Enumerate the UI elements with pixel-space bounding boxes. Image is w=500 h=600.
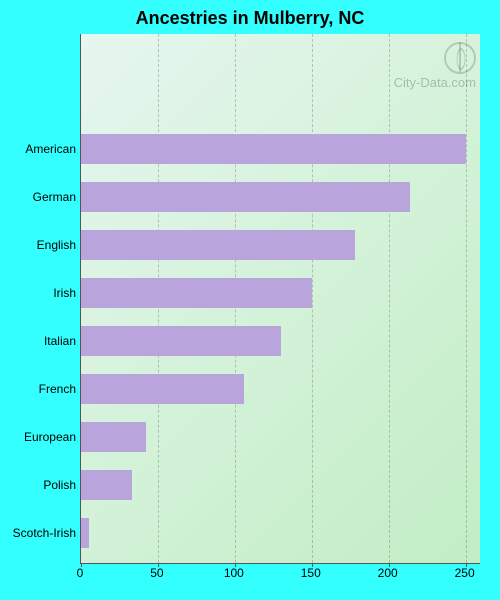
bar	[81, 470, 132, 500]
y-tick-label: English	[37, 238, 76, 252]
x-tick-label: 150	[301, 566, 321, 580]
y-tick-label: Irish	[53, 286, 76, 300]
chart-title: Ancestries in Mulberry, NC	[0, 0, 500, 29]
bar	[81, 326, 281, 356]
x-tick-label: 0	[77, 566, 84, 580]
x-tick-label: 200	[378, 566, 398, 580]
gridline	[389, 34, 390, 563]
y-tick-label: European	[24, 430, 76, 444]
x-tick-label: 50	[150, 566, 163, 580]
chart-canvas: Ancestries in Mulberry, NC American Germa…	[0, 0, 500, 600]
x-tick-label: 250	[455, 566, 475, 580]
y-tick-label: Italian	[44, 334, 76, 348]
bar	[81, 422, 146, 452]
bar	[81, 374, 244, 404]
gridline	[312, 34, 313, 563]
x-tick-label: 100	[224, 566, 244, 580]
y-tick-label: French	[39, 382, 76, 396]
bar	[81, 518, 89, 548]
plot-area	[80, 34, 480, 564]
y-tick-label: Scotch-Irish	[13, 526, 76, 540]
y-axis-labels: American German English Irish Italian French E…	[0, 34, 76, 564]
y-tick-label: Polish	[43, 478, 76, 492]
y-tick-label: American	[25, 142, 76, 156]
x-axis-labels: 0 50 100 150 200 250	[80, 566, 480, 586]
gridline	[466, 34, 467, 563]
y-tick-label: German	[33, 190, 76, 204]
bar	[81, 278, 312, 308]
bar	[81, 134, 466, 164]
bar	[81, 230, 355, 260]
bar	[81, 182, 410, 212]
